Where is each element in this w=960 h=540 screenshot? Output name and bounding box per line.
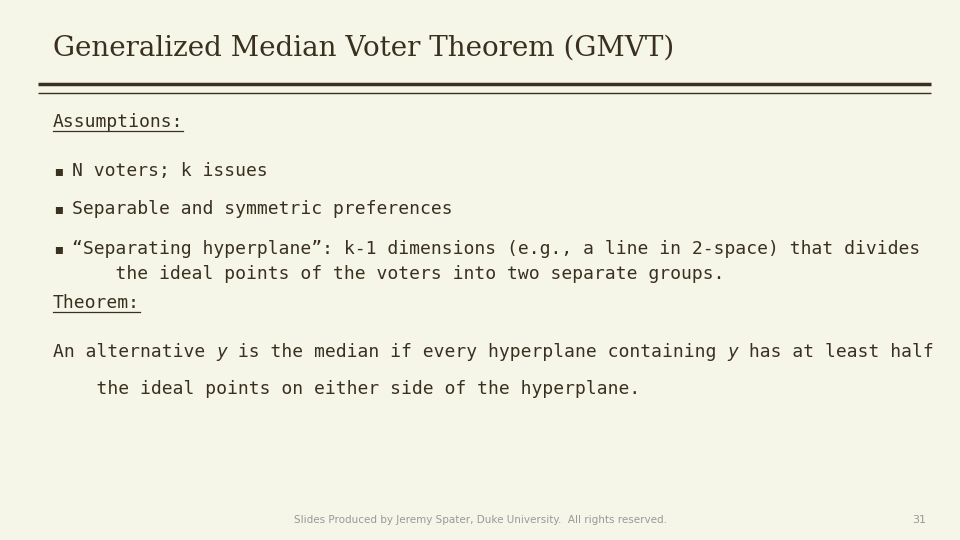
Text: Theorem:: Theorem: bbox=[53, 294, 140, 312]
Text: “Separating hyperplane”: k-1 dimensions (e.g., a line in 2-space) that divides
 : “Separating hyperplane”: k-1 dimensions … bbox=[72, 240, 921, 284]
Text: has at least half: has at least half bbox=[738, 343, 934, 361]
Text: is the median if every hyperplane containing: is the median if every hyperplane contai… bbox=[227, 343, 727, 361]
Text: y: y bbox=[216, 343, 227, 361]
Text: Assumptions:: Assumptions: bbox=[53, 113, 183, 131]
Text: Separable and symmetric preferences: Separable and symmetric preferences bbox=[72, 200, 452, 218]
Text: y: y bbox=[727, 343, 738, 361]
Text: Slides Produced by Jeremy Spater, Duke University.  All rights reserved.: Slides Produced by Jeremy Spater, Duke U… bbox=[294, 515, 666, 525]
Text: 31: 31 bbox=[912, 515, 926, 525]
Text: Generalized Median Voter Theorem (GMVT): Generalized Median Voter Theorem (GMVT) bbox=[53, 35, 674, 62]
Text: ▪: ▪ bbox=[53, 162, 63, 180]
Text: N voters; k issues: N voters; k issues bbox=[72, 162, 268, 180]
Text: An alternative: An alternative bbox=[53, 343, 216, 361]
Text: ▪: ▪ bbox=[53, 200, 63, 218]
Text: ▪: ▪ bbox=[53, 240, 63, 258]
Text: the ideal points on either side of the hyperplane.: the ideal points on either side of the h… bbox=[53, 380, 640, 397]
